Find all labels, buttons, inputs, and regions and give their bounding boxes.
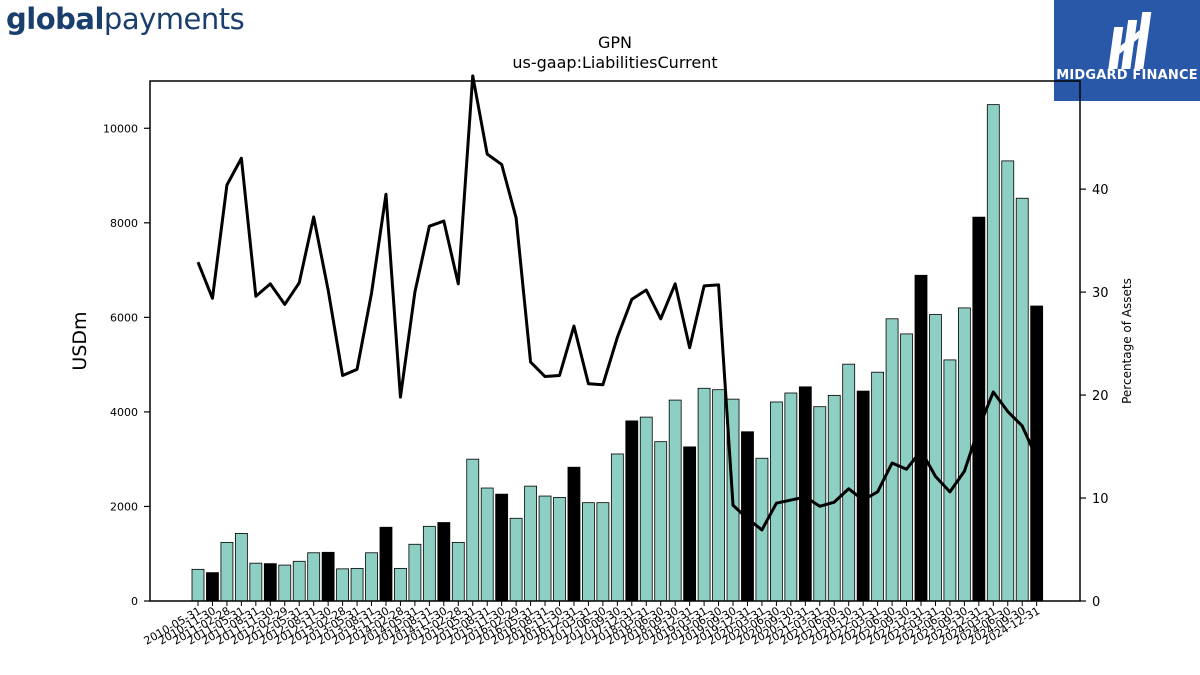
bar-2013-05-31 bbox=[350, 567, 364, 602]
bar-2012-08-31 bbox=[307, 552, 321, 602]
midgard-mark-icon bbox=[1108, 12, 1152, 69]
y2-axis-label: Percentage of Assets bbox=[1120, 278, 1134, 404]
bar-2016-02-29 bbox=[509, 517, 523, 602]
bar-2012-02-29 bbox=[278, 564, 292, 602]
bar-2014-08-31 bbox=[422, 525, 436, 602]
bar-2023-06-30 bbox=[943, 359, 957, 602]
y2-tick-label: 20 bbox=[1092, 389, 1109, 404]
y-tick-label: 6000 bbox=[110, 311, 138, 324]
bar-2011-02-28 bbox=[220, 541, 234, 602]
bar-2020-12-31 bbox=[798, 386, 812, 602]
bar-2022-06-30 bbox=[885, 318, 899, 602]
bar-2011-11-30 bbox=[263, 563, 277, 602]
bar-2011-08-31 bbox=[249, 562, 263, 602]
bar-2022-12-31 bbox=[914, 274, 928, 602]
bar-2024-09-30 bbox=[1015, 197, 1029, 602]
bar-2016-12-31 bbox=[567, 466, 581, 602]
bar-series bbox=[191, 104, 1044, 602]
midgard-finance-logo: MIDGARD FINANCE bbox=[1054, 0, 1200, 101]
bar-2011-05-31 bbox=[234, 533, 248, 602]
y-tick-label: 4000 bbox=[110, 406, 138, 419]
bar-2014-02-28 bbox=[394, 567, 407, 602]
bar-2015-11-30 bbox=[495, 493, 509, 602]
bar-2018-03-31 bbox=[639, 416, 653, 602]
bar-2019-03-31 bbox=[697, 387, 711, 602]
bar-2015-08-31 bbox=[480, 487, 494, 602]
y-axis-label: USDm bbox=[69, 311, 91, 370]
x-axis-ticks: 2010-05-312010-11-302011-02-282011-05-31… bbox=[142, 601, 1042, 648]
bar-2020-09-30 bbox=[784, 392, 798, 602]
bar-2017-06-30 bbox=[596, 502, 610, 602]
global-payments-logo: globalpayments bbox=[6, 2, 245, 36]
bar-2013-08-31 bbox=[365, 552, 378, 602]
y-tick-label: 0 bbox=[131, 595, 138, 608]
y2-tick-label: 40 bbox=[1092, 183, 1109, 198]
plot-frame bbox=[149, 80, 1081, 602]
bar-2023-12-31 bbox=[972, 216, 986, 602]
chart-title: GPN bbox=[598, 33, 632, 52]
bar-2018-06-30 bbox=[654, 441, 668, 602]
bar-2010-11-30 bbox=[206, 572, 219, 602]
bar-2021-09-30 bbox=[842, 363, 856, 602]
bar-2013-11-30 bbox=[379, 526, 393, 602]
y-tick-label: 10000 bbox=[103, 122, 138, 135]
bar-2014-05-31 bbox=[408, 543, 422, 602]
right-axis-ticks: 0 10 20 30 40 bbox=[1080, 183, 1109, 610]
midgard-finance-wordmark: MIDGARD FINANCE bbox=[1056, 68, 1198, 83]
bar-2012-11-30 bbox=[321, 551, 335, 602]
bar-2017-12-31 bbox=[625, 420, 639, 602]
y-tick-label: 8000 bbox=[110, 217, 138, 230]
bar-2018-09-30 bbox=[668, 399, 682, 602]
bar-2015-02-28 bbox=[451, 541, 465, 602]
bar-2018-12-31 bbox=[683, 446, 697, 602]
bar-2024-06-30 bbox=[1001, 160, 1015, 602]
logo-word-payments: payments bbox=[103, 2, 245, 36]
bar-2019-06-30 bbox=[712, 389, 725, 602]
y2-tick-label: 30 bbox=[1092, 286, 1109, 301]
bar-2024-12-31 bbox=[1030, 305, 1044, 602]
bar-2012-05-31 bbox=[292, 560, 306, 602]
y-tick-label: 2000 bbox=[110, 500, 138, 513]
bar-2024-03-31 bbox=[986, 104, 1000, 602]
bar-2016-08-31 bbox=[538, 495, 552, 602]
bar-2016-11-30 bbox=[553, 497, 566, 602]
bar-2017-09-30 bbox=[610, 453, 624, 602]
y2-tick-label: 0 bbox=[1092, 595, 1100, 610]
bar-2010-05-31 bbox=[191, 568, 205, 602]
chart-subtitle: us-gaap:LiabilitiesCurrent bbox=[512, 53, 717, 72]
percentage-line bbox=[196, 74, 1039, 532]
bar-2017-03-31 bbox=[582, 502, 595, 602]
left-axis-ticks: 0 2000 4000 6000 8000 10000 bbox=[103, 122, 150, 608]
bar-2013-02-28 bbox=[336, 568, 350, 602]
logo-word-global: global bbox=[6, 2, 104, 36]
bar-2014-11-30 bbox=[437, 522, 451, 602]
bar-2023-03-31 bbox=[929, 314, 942, 602]
bar-2016-05-31 bbox=[524, 485, 537, 602]
bar-2015-05-31 bbox=[466, 458, 480, 602]
y2-tick-label: 10 bbox=[1092, 492, 1109, 507]
